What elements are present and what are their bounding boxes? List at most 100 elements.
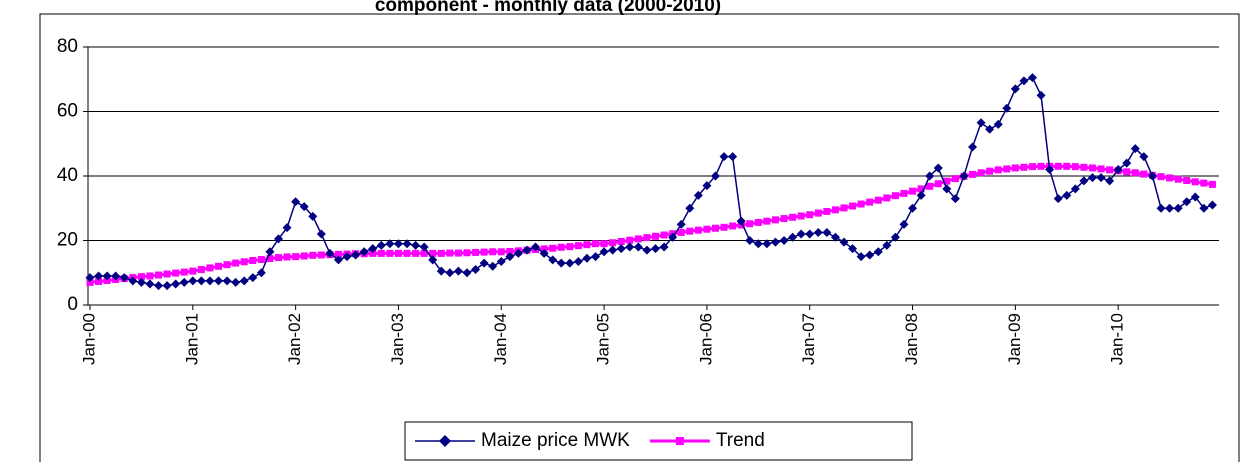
data-point — [900, 189, 908, 197]
data-point — [1190, 192, 1200, 202]
data-point — [308, 211, 318, 221]
data-point — [334, 250, 342, 258]
data-point — [754, 218, 762, 226]
data-point — [1053, 194, 1063, 204]
legend: Maize price MWK Trend — [404, 421, 913, 461]
data-point — [592, 240, 600, 248]
data-point — [1079, 176, 1089, 186]
data-point — [111, 271, 121, 281]
data-point — [163, 270, 171, 278]
data-point — [1208, 180, 1216, 188]
data-point — [539, 248, 549, 258]
data-point — [309, 251, 317, 259]
x-tick-label: Jan-02 — [285, 313, 304, 365]
data-point — [1062, 190, 1072, 200]
data-point — [155, 271, 163, 279]
data-point — [403, 249, 411, 257]
data-point — [643, 234, 651, 242]
data-point — [583, 241, 591, 249]
data-point — [171, 279, 181, 289]
x-tick-label: Jan-07 — [799, 313, 818, 365]
x-tick-label: Jan-01 — [182, 313, 201, 365]
data-point — [1045, 165, 1055, 175]
data-point — [1028, 73, 1037, 83]
data-point — [677, 228, 685, 236]
data-point — [196, 276, 206, 286]
data-point — [1003, 165, 1011, 173]
data-point — [711, 224, 719, 232]
data-point — [1139, 152, 1149, 162]
data-point — [257, 256, 265, 264]
data-point — [282, 223, 292, 233]
data-point — [1113, 165, 1123, 175]
data-point — [248, 273, 258, 283]
data-point — [865, 250, 875, 260]
data-point — [145, 279, 155, 289]
x-tick-label: Jan-05 — [594, 313, 613, 365]
data-point — [146, 272, 154, 280]
data-point — [556, 258, 566, 268]
data-point — [652, 232, 659, 240]
data-point — [266, 255, 274, 263]
data-point — [710, 171, 720, 181]
data-point — [1096, 173, 1106, 183]
x-tick-label: Jan-00 — [79, 313, 98, 365]
data-point — [223, 261, 231, 269]
data-point — [890, 232, 900, 242]
data-point — [626, 236, 634, 244]
data-point — [240, 258, 248, 266]
data-point — [359, 247, 369, 257]
legend-label: Trend — [716, 430, 765, 451]
data-point — [779, 236, 789, 245]
data-point — [874, 196, 882, 204]
data-point — [916, 190, 926, 200]
data-point — [316, 229, 326, 239]
legend-marker — [439, 435, 451, 447]
data-point — [377, 249, 385, 257]
data-point — [256, 268, 266, 278]
data-point — [693, 190, 703, 200]
x-tick-label: Jan-08 — [902, 313, 921, 365]
data-point — [86, 278, 94, 286]
data-point — [513, 248, 523, 258]
data-point — [909, 187, 917, 195]
data-point — [1122, 158, 1132, 168]
data-point — [806, 211, 814, 219]
data-point — [412, 249, 420, 257]
data-point — [1011, 164, 1019, 172]
data-point — [445, 268, 455, 278]
data-point — [154, 281, 164, 291]
data-point — [840, 204, 848, 212]
data-point — [788, 232, 798, 242]
data-point — [119, 273, 129, 283]
y-tick-label: 60 — [57, 101, 78, 122]
data-point — [317, 251, 325, 259]
data-point — [1207, 200, 1217, 210]
data-point — [1147, 171, 1157, 181]
data-point — [968, 142, 978, 152]
data-point — [780, 215, 788, 223]
data-point — [668, 232, 678, 242]
data-point — [925, 171, 935, 181]
data-point — [206, 264, 214, 272]
data-point — [1002, 103, 1012, 113]
data-point — [522, 245, 532, 255]
data-point — [1020, 163, 1028, 171]
data-point — [232, 259, 240, 267]
data-point — [480, 248, 488, 256]
data-point — [1029, 163, 1036, 171]
data-point — [823, 207, 831, 215]
data-point — [214, 276, 224, 286]
data-point — [719, 152, 729, 162]
data-point — [179, 277, 189, 287]
data-point — [934, 180, 942, 188]
data-point — [549, 244, 557, 252]
data-point — [676, 219, 686, 229]
data-point — [891, 192, 899, 200]
data-point — [599, 247, 609, 257]
data-point — [950, 194, 960, 204]
data-point — [283, 253, 291, 261]
data-point — [548, 255, 558, 265]
data-point — [325, 248, 335, 258]
data-point — [275, 254, 282, 262]
